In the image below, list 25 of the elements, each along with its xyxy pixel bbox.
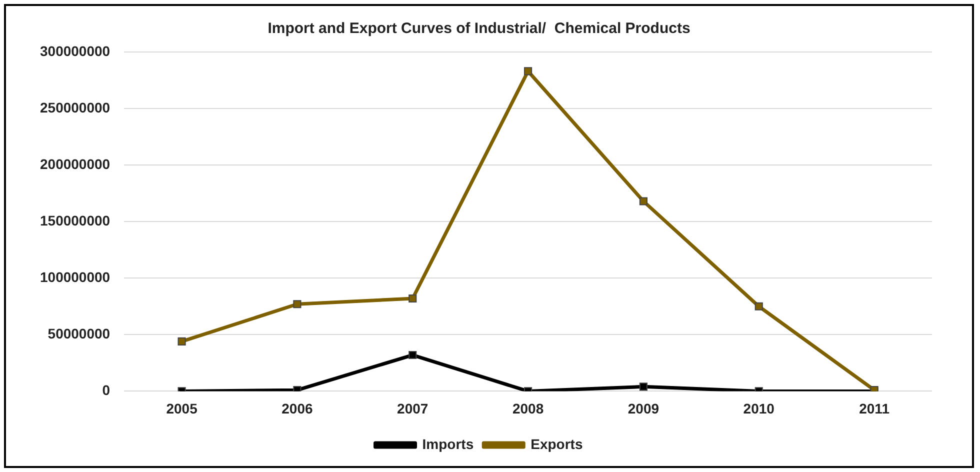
x-tick-label: 2011 — [859, 400, 890, 416]
legend-label: Exports — [530, 436, 583, 452]
x-tick-label: 2006 — [282, 400, 313, 416]
point — [293, 300, 302, 308]
point — [408, 350, 417, 360]
point — [408, 294, 417, 303]
point — [754, 302, 763, 310]
y-tick-label: 300000000 — [40, 42, 110, 59]
y-tick-label: 50000000 — [48, 326, 110, 342]
x-tick-label: 2010 — [743, 400, 775, 416]
y-tick-label: 250000000 — [40, 99, 110, 116]
y-tick-label: 0 — [102, 382, 110, 398]
point — [639, 382, 648, 391]
point — [639, 197, 648, 206]
y-tick-label: 100000000 — [40, 268, 110, 285]
x-tick-label: 2009 — [628, 400, 660, 416]
point — [524, 67, 532, 76]
point — [178, 337, 186, 346]
x-tick-label: 2008 — [512, 400, 544, 416]
x-tick-label: 2005 — [166, 400, 198, 416]
legend-label: Imports — [422, 436, 474, 452]
y-tick-label: 150000000 — [40, 212, 110, 228]
x-tick-label: 2007 — [397, 400, 428, 416]
y-tick-label: 200000000 — [40, 156, 110, 172]
chart-title: Import and Export Curves of Industrial/ Chemical Products — [268, 20, 690, 38]
